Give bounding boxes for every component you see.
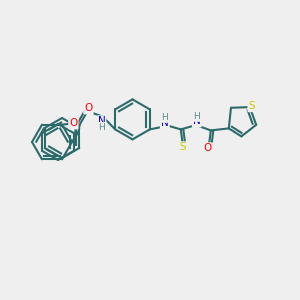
- Text: S: S: [179, 142, 186, 152]
- Text: N: N: [161, 118, 169, 128]
- Text: N: N: [98, 116, 105, 126]
- Text: N: N: [193, 116, 201, 126]
- Text: O: O: [204, 143, 212, 153]
- Text: H: H: [194, 112, 200, 121]
- Text: H: H: [161, 113, 168, 122]
- Text: S: S: [248, 101, 255, 111]
- Text: O: O: [84, 103, 93, 113]
- Text: O: O: [69, 118, 77, 128]
- Text: H: H: [98, 123, 105, 132]
